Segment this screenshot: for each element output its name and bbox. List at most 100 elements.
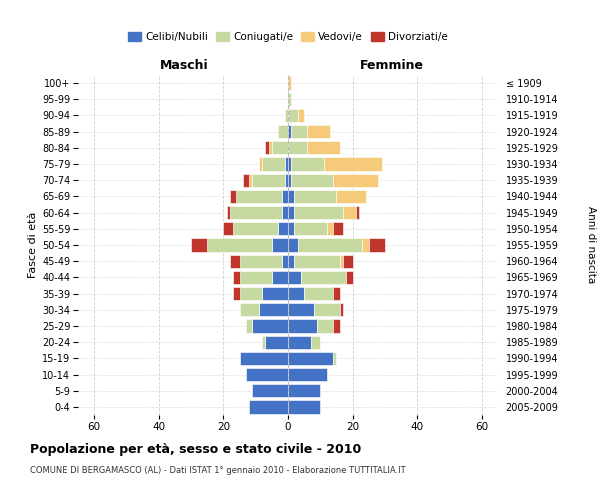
Bar <box>288 158 291 170</box>
Bar <box>340 254 343 268</box>
Bar <box>337 190 365 203</box>
Bar <box>311 336 320 349</box>
Bar <box>239 352 288 365</box>
Bar <box>230 206 281 220</box>
Bar <box>191 238 207 252</box>
Y-axis label: Fasce di età: Fasce di età <box>28 212 38 278</box>
Bar <box>288 254 295 268</box>
Bar <box>295 206 343 220</box>
Bar <box>233 287 239 300</box>
Bar <box>301 270 346 284</box>
Bar <box>343 206 356 220</box>
Bar <box>265 336 288 349</box>
Bar <box>307 141 340 154</box>
Bar <box>295 222 327 235</box>
Bar <box>333 352 337 365</box>
Bar <box>285 109 288 122</box>
Bar <box>262 158 285 170</box>
Bar <box>307 125 330 138</box>
Bar <box>343 254 353 268</box>
Bar <box>239 303 259 316</box>
Bar <box>288 125 291 138</box>
Bar <box>288 368 327 381</box>
Bar <box>327 222 333 235</box>
Bar <box>269 141 272 154</box>
Bar <box>288 76 291 90</box>
Bar <box>362 238 369 252</box>
Bar <box>288 206 295 220</box>
Bar <box>298 238 362 252</box>
Bar <box>253 174 285 187</box>
Bar <box>253 384 288 398</box>
Bar <box>272 141 288 154</box>
Text: Popolazione per età, sesso e stato civile - 2010: Popolazione per età, sesso e stato civil… <box>30 442 361 456</box>
Bar <box>288 303 314 316</box>
Bar <box>288 270 301 284</box>
Bar <box>288 109 298 122</box>
Bar <box>278 222 288 235</box>
Bar <box>323 158 382 170</box>
Bar <box>288 190 295 203</box>
Bar <box>249 400 288 413</box>
Bar <box>259 303 288 316</box>
Bar <box>340 303 343 316</box>
Bar <box>249 174 253 187</box>
Text: Maschi: Maschi <box>160 59 209 72</box>
Bar <box>291 174 333 187</box>
Bar <box>333 320 340 332</box>
Bar <box>304 287 333 300</box>
Bar <box>239 287 262 300</box>
Bar <box>288 320 317 332</box>
Bar <box>207 238 272 252</box>
Bar <box>288 238 298 252</box>
Bar <box>288 400 320 413</box>
Text: Anni di nascita: Anni di nascita <box>586 206 596 284</box>
Bar <box>333 174 379 187</box>
Bar <box>285 158 288 170</box>
Text: COMUNE DI BERGAMASCO (AL) - Dati ISTAT 1° gennaio 2010 - Elaborazione TUTTITALIA: COMUNE DI BERGAMASCO (AL) - Dati ISTAT 1… <box>30 466 406 475</box>
Bar <box>262 287 288 300</box>
Bar <box>333 222 343 235</box>
Bar <box>230 190 236 203</box>
Bar <box>288 352 333 365</box>
Bar <box>314 303 340 316</box>
Bar <box>262 336 265 349</box>
Legend: Celibi/Nubili, Coniugati/e, Vedovi/e, Divorziati/e: Celibi/Nubili, Coniugati/e, Vedovi/e, Di… <box>124 28 452 46</box>
Bar <box>278 125 288 138</box>
Bar <box>291 125 307 138</box>
Bar <box>223 222 233 235</box>
Bar <box>317 320 333 332</box>
Bar <box>236 190 281 203</box>
Bar <box>369 238 385 252</box>
Bar <box>295 254 340 268</box>
Bar <box>230 254 239 268</box>
Bar <box>346 270 353 284</box>
Bar <box>281 190 288 203</box>
Bar <box>253 320 288 332</box>
Bar <box>288 141 307 154</box>
Bar <box>239 270 272 284</box>
Bar <box>285 174 288 187</box>
Bar <box>288 222 295 235</box>
Bar <box>233 270 239 284</box>
Bar <box>281 206 288 220</box>
Bar <box>291 158 323 170</box>
Bar <box>298 109 304 122</box>
Bar <box>259 158 262 170</box>
Bar <box>288 384 320 398</box>
Bar <box>239 254 281 268</box>
Bar <box>288 92 291 106</box>
Bar <box>227 206 230 220</box>
Bar <box>246 368 288 381</box>
Bar <box>356 206 359 220</box>
Bar <box>288 287 304 300</box>
Bar <box>288 174 291 187</box>
Text: Femmine: Femmine <box>359 59 424 72</box>
Bar <box>243 174 249 187</box>
Bar <box>295 190 337 203</box>
Bar <box>246 320 253 332</box>
Bar <box>233 222 278 235</box>
Bar <box>265 141 269 154</box>
Bar <box>272 270 288 284</box>
Bar <box>288 336 311 349</box>
